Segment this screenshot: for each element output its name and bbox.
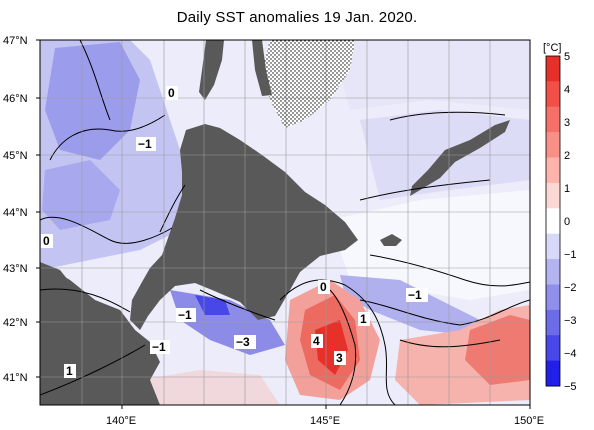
- contour-label: −1: [408, 288, 422, 302]
- colorbar-swatch: [546, 106, 560, 133]
- kuril-islands: [410, 120, 510, 196]
- lat-label: 41°N: [3, 372, 28, 384]
- colorbar-ticks: 5 4 3 2 1 0 −1 −2 −3 −4 −5: [564, 51, 577, 393]
- lat-label: 45°N: [3, 150, 28, 162]
- lat-label: 47°N: [3, 35, 28, 47]
- colorbar-tick: −3: [564, 315, 577, 327]
- colorbar-tick: −4: [564, 348, 577, 360]
- colorbar-swatch: [546, 233, 560, 260]
- contour-label: −3: [236, 335, 250, 349]
- lat-label: 42°N: [3, 317, 28, 329]
- map-plot-area: 0 −1 0 −1 −1 −3 0 −1 1 4 3 1: [40, 40, 530, 405]
- cool-anomaly-west-strong: [45, 42, 140, 160]
- colorbar-swatch: [546, 81, 560, 108]
- longitude-labels: 140°E 145°E 150°E: [106, 415, 544, 427]
- sea-ice: [262, 40, 355, 128]
- contour-label: −1: [178, 308, 192, 322]
- map-title: Daily SST anomalies 19 Jan. 2020.: [176, 9, 418, 26]
- contour-label: 4: [313, 334, 320, 348]
- lat-label: 46°N: [3, 93, 28, 105]
- colorbar-swatch: [546, 56, 560, 82]
- colorbar-swatch: [546, 157, 560, 184]
- colorbar-tick: −1: [564, 249, 577, 261]
- colorbar-swatch: [546, 132, 560, 159]
- cool-anomaly-south: [170, 290, 285, 355]
- colorbar-swatch: [546, 335, 560, 362]
- colorbar-tick: 1: [564, 183, 570, 195]
- contour-label: −1: [152, 340, 166, 354]
- colorbar-swatch: [546, 182, 560, 209]
- sakhalin: [199, 40, 224, 100]
- contour-label: −1: [138, 137, 152, 151]
- colorbar-tick: 5: [564, 51, 570, 63]
- colorbar-tick: 0: [564, 216, 570, 228]
- colorbar-tick: −2: [564, 282, 577, 294]
- colorbar-swatch: [546, 309, 560, 336]
- contour-label: 0: [320, 280, 327, 294]
- lon-label: 140°E: [106, 415, 136, 427]
- lon-label: 145°E: [310, 415, 340, 427]
- colorbar-swatch: [546, 284, 560, 311]
- colorbar-tick: −5: [564, 381, 577, 393]
- frame-ticks: [36, 39, 531, 409]
- colorbar-swatch: [546, 259, 560, 285]
- lon-label: 150°E: [514, 415, 544, 427]
- contour-label: 1: [66, 364, 73, 378]
- map-frame: [39, 39, 531, 406]
- colorbar-swatch: [546, 360, 560, 387]
- colorbar-tick: 3: [564, 117, 570, 129]
- colorbar-unit: [°C]: [543, 42, 561, 54]
- colorbar-swatch: [546, 208, 560, 235]
- colorbar-tick: 2: [564, 150, 570, 162]
- colorbar-tick: 4: [564, 84, 570, 96]
- neutral-zone-east: [330, 190, 530, 300]
- hokkaido: [130, 124, 358, 330]
- lat-label: 44°N: [3, 207, 28, 219]
- contour-label: 0: [168, 86, 175, 100]
- cool-band-east: [340, 275, 480, 335]
- contour-value-labels: 0 −1 0 −1 −1 −3 0 −1 1 4 3 1: [41, 86, 428, 378]
- contour-label: 3: [336, 351, 343, 365]
- latitude-labels: 47°N 46°N 45°N 44°N 43°N 42°N 41°N: [3, 35, 28, 384]
- contour-label: 1: [360, 312, 367, 326]
- colorbar-scale: [546, 56, 560, 387]
- lat-label: 43°N: [3, 263, 28, 275]
- contour-lines: [40, 40, 530, 405]
- colorbar: [°C] 5 4 3 2 1 0 −1 −2 −3 −4 −5: [543, 42, 577, 393]
- contour-label: 0: [43, 234, 50, 248]
